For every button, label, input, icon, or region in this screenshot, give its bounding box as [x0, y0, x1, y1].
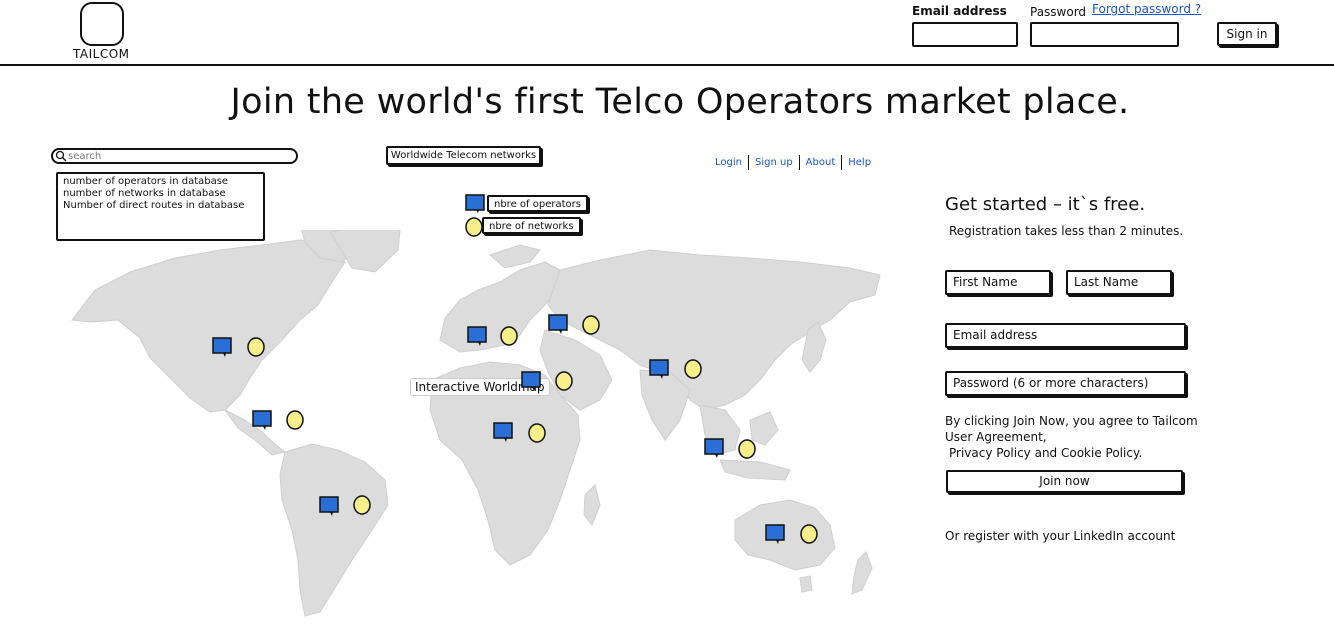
join-now-button[interactable]: Join now [946, 470, 1183, 493]
stat-routes-count: Number of direct routes in database [63, 200, 245, 211]
sign-in-button[interactable]: Sign in [1217, 22, 1277, 46]
stats-panel: number of operators in database number o… [56, 172, 265, 241]
login-email-label: Email address [912, 4, 1007, 18]
search-icon [55, 150, 67, 162]
search-input[interactable] [68, 148, 288, 164]
login-password-input[interactable] [1030, 22, 1179, 47]
operator-legend-icon [465, 194, 485, 213]
agreement-line: By clicking Join Now, you agree to Tailc… [945, 414, 1198, 444]
nav-separator [841, 155, 843, 170]
forgot-password-link[interactable]: Forgot password ? [1092, 2, 1202, 16]
nav-help[interactable]: Help [848, 157, 872, 168]
stat-operators-count: number of operators in database [63, 176, 229, 187]
nav-separator [747, 155, 749, 170]
first-name-field[interactable]: First Name [945, 270, 1051, 295]
nav-signup[interactable]: Sign up [754, 157, 793, 168]
worldwide-networks-button[interactable]: Worldwide Telecom networks [386, 146, 541, 165]
login-password-label: Password [1030, 5, 1087, 19]
logo-icon[interactable] [80, 2, 124, 46]
signup-password-field[interactable]: Password (6 or more characters) [945, 371, 1186, 396]
agreement-text: By clicking Join Now, you agree to Tailc… [945, 413, 1205, 461]
header-divider [0, 64, 1334, 66]
legend-operators-label: nbre of operators [487, 195, 588, 212]
signup-email-field[interactable]: Email address [945, 323, 1186, 348]
top-nav: Login Sign up About Help [709, 155, 877, 170]
page-headline: Join the world's first Telco Operators m… [230, 82, 1130, 122]
nav-login[interactable]: Login [715, 157, 742, 168]
stat-networks-count: number of networks in database [63, 188, 226, 199]
last-name-field[interactable]: Last Name [1066, 270, 1172, 295]
linkedin-register-link[interactable]: Or register with your LinkedIn account [945, 529, 1176, 543]
map-caption: Interactive Worldmap [410, 378, 550, 396]
nav-about[interactable]: About [805, 157, 836, 168]
world-map[interactable] [60, 230, 890, 625]
agreement-line: Privacy Policy and Cookie Policy. [949, 446, 1143, 460]
logo-text: TAILCOM [73, 47, 130, 61]
legend-networks-label: nbre of networks [482, 217, 581, 234]
signup-title: Get started – it`s free. [945, 194, 1146, 215]
signup-subtitle: Registration takes less than 2 minutes. [949, 224, 1184, 238]
nav-separator [798, 155, 800, 170]
login-email-input[interactable] [912, 22, 1018, 47]
